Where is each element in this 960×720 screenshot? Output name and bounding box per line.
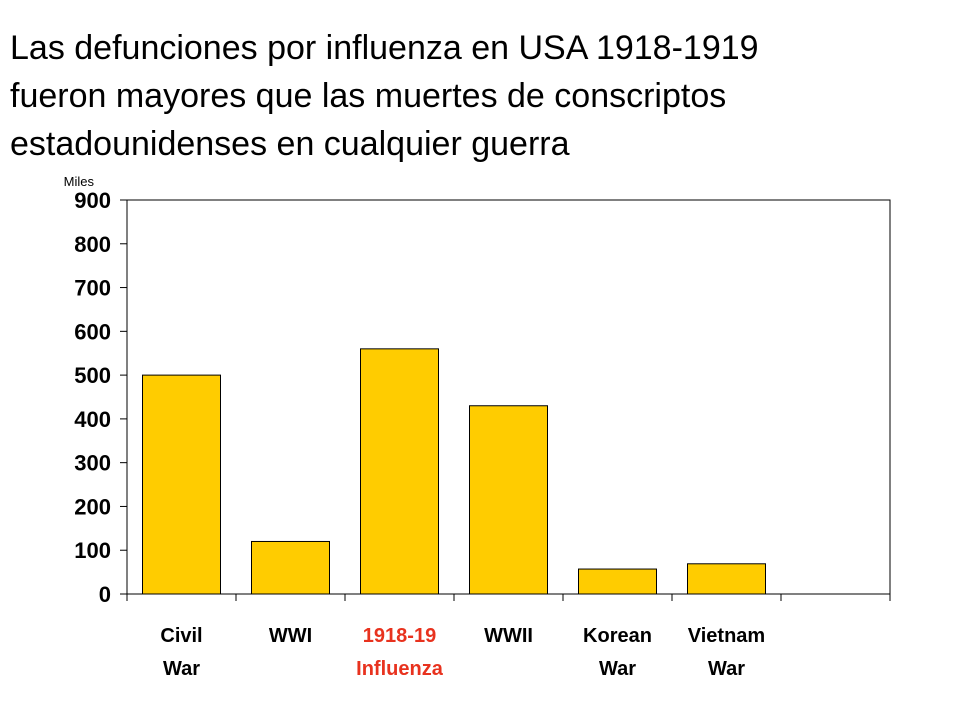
y-tick-label: 700: [74, 276, 111, 301]
title-line-3: estadounidenses en cualquier guerra: [10, 125, 570, 163]
y-tick-label: 900: [74, 188, 111, 213]
y-tick-label: 300: [74, 451, 111, 476]
bar: [360, 348, 439, 595]
y-tick-label: 100: [74, 538, 111, 563]
x-tick-label: War: [163, 658, 200, 680]
title-line-1: Las defunciones por influenza en USA 191…: [10, 29, 759, 67]
x-tick-label: Civil: [160, 625, 202, 647]
x-tick-label: Influenza: [356, 658, 444, 680]
y-tick-label: 200: [74, 494, 111, 519]
title-line-2: fueron mayores que las muertes de conscr…: [10, 77, 727, 115]
y-tick-label: 400: [74, 407, 111, 432]
page-title: Las defunciones por influenza en USA 191…: [10, 24, 950, 168]
y-tick-label: 0: [99, 582, 111, 607]
x-tick-label: WWI: [269, 625, 312, 647]
x-tick-label: Vietnam: [688, 625, 765, 647]
plot-area: 0 100 200 300 400 500 600 700 800 900 Civil War WWI 1…: [74, 188, 891, 680]
y-tick-label: 600: [74, 319, 111, 344]
x-tick-label: WWII: [484, 625, 533, 647]
y-tick-label: 800: [74, 232, 111, 257]
bar: [687, 563, 766, 595]
x-tick-label: War: [708, 658, 745, 680]
x-tick-label: War: [599, 658, 636, 680]
bar: [251, 540, 330, 595]
y-axis-title: Miles: [64, 174, 95, 189]
bar: [142, 374, 221, 595]
bar: [469, 405, 548, 595]
x-tick-label: Korean: [583, 625, 652, 647]
y-tick-label: 500: [74, 363, 111, 388]
bar: [578, 568, 657, 595]
x-tick-label: 1918-19: [363, 625, 436, 647]
